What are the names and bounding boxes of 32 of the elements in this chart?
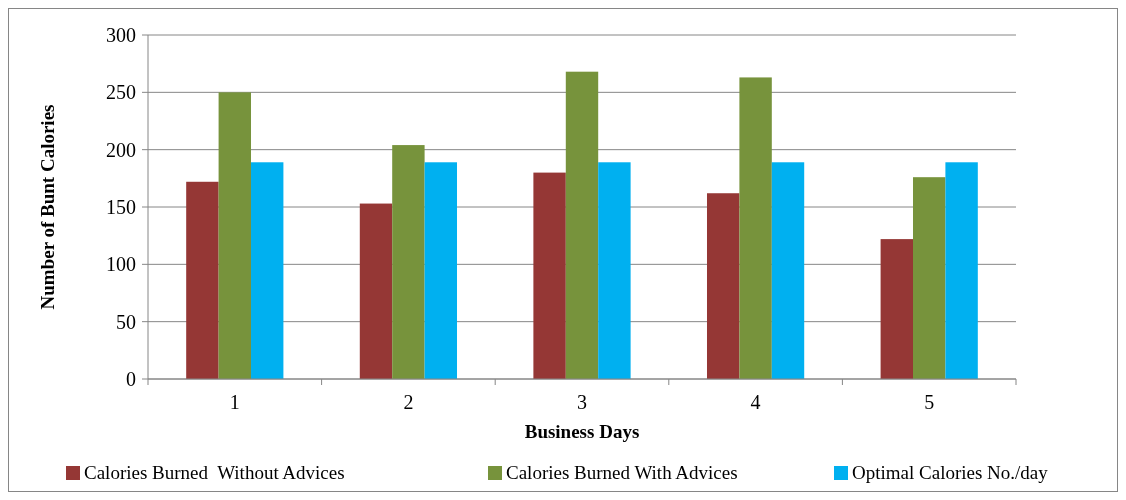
x-tick-label: 3	[577, 391, 587, 413]
bar	[251, 162, 284, 379]
bar	[565, 71, 599, 379]
legend-label: Calories Burned With Advices	[506, 462, 738, 483]
y-tick-label: 0	[126, 368, 136, 390]
x-tick-label: 1	[229, 391, 240, 413]
bar	[533, 172, 566, 379]
bar	[218, 92, 251, 379]
bar	[913, 177, 946, 379]
bar	[706, 193, 740, 379]
bar	[945, 162, 978, 379]
legend-label: Calories Burned Without Advices	[84, 462, 345, 483]
y-tick-label: 200	[106, 138, 136, 161]
bar	[186, 181, 219, 379]
bar	[359, 203, 393, 379]
y-tick-label: 300	[106, 24, 136, 46]
bar	[392, 145, 425, 379]
bar	[771, 162, 805, 379]
y-tick-label: 250	[106, 81, 136, 104]
y-tick-label: 150	[106, 196, 136, 218]
bar	[739, 77, 772, 379]
x-tick-label: 5	[924, 391, 935, 413]
bar	[424, 162, 458, 379]
legend-label: Optimal Calories No./day	[852, 462, 1049, 483]
bar	[598, 162, 631, 379]
x-axis-title: Business Days	[524, 421, 640, 442]
y-tick-label: 100	[106, 253, 136, 276]
x-tick-label: 4	[750, 391, 761, 413]
y-axis-title: Number of Bunt Calories	[37, 104, 58, 310]
y-tick-label: 50	[116, 310, 136, 333]
bar	[880, 239, 913, 379]
x-tick-label: 2	[403, 391, 414, 413]
